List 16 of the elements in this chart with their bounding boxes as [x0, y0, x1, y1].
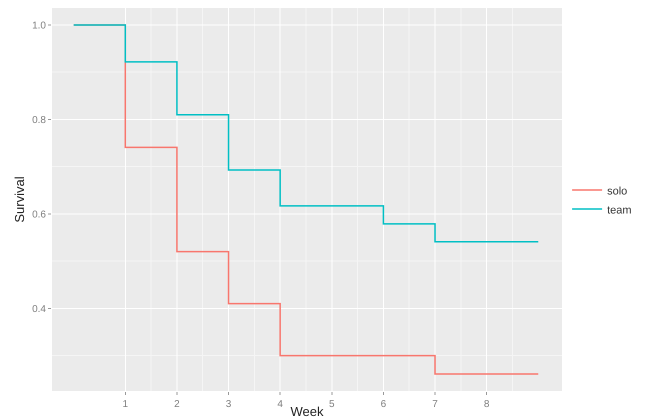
- y-tick-label: 0.4: [32, 304, 46, 315]
- x-axis-title: Week: [290, 404, 324, 419]
- x-tick-label: 5: [329, 399, 335, 410]
- x-tick-label: 8: [484, 399, 490, 410]
- y-axis-title: Survival: [12, 176, 28, 223]
- y-tick-label: 1.0: [32, 20, 46, 32]
- x-tick-label: 1: [122, 399, 129, 410]
- x-tick-label: 2: [174, 399, 180, 410]
- x-tick-label: 7: [432, 399, 438, 410]
- y-tick-label: 0.8: [32, 114, 46, 126]
- x-tick-label: 3: [226, 399, 232, 410]
- y-tick-label: 0.6: [32, 209, 46, 220]
- x-tick-label: 6: [380, 399, 387, 410]
- legend-label: team: [607, 204, 632, 216]
- legend-label: solo: [607, 185, 628, 198]
- x-tick-label: 4: [277, 399, 284, 410]
